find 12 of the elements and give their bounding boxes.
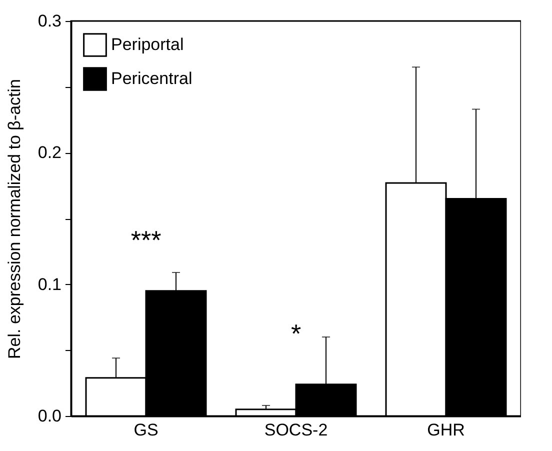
legend-label: Pericentral bbox=[111, 69, 192, 88]
x-tick-label: SOCS-2 bbox=[264, 420, 328, 440]
x-tick-label: GHR bbox=[427, 420, 465, 440]
y-tick-label: 0.0 bbox=[38, 406, 62, 426]
y-tick-label: 0.1 bbox=[38, 274, 62, 294]
y-tick-label: 0.2 bbox=[38, 143, 62, 162]
annotation: * bbox=[290, 318, 302, 348]
y-axis-title: Rel. expression normalized to β-actin bbox=[4, 78, 24, 360]
annotation: *** bbox=[130, 224, 162, 255]
legend-label: Periportal bbox=[111, 35, 184, 54]
x-tick-label: GS bbox=[134, 420, 158, 440]
y-tick-label: 0.3 bbox=[38, 12, 62, 30]
